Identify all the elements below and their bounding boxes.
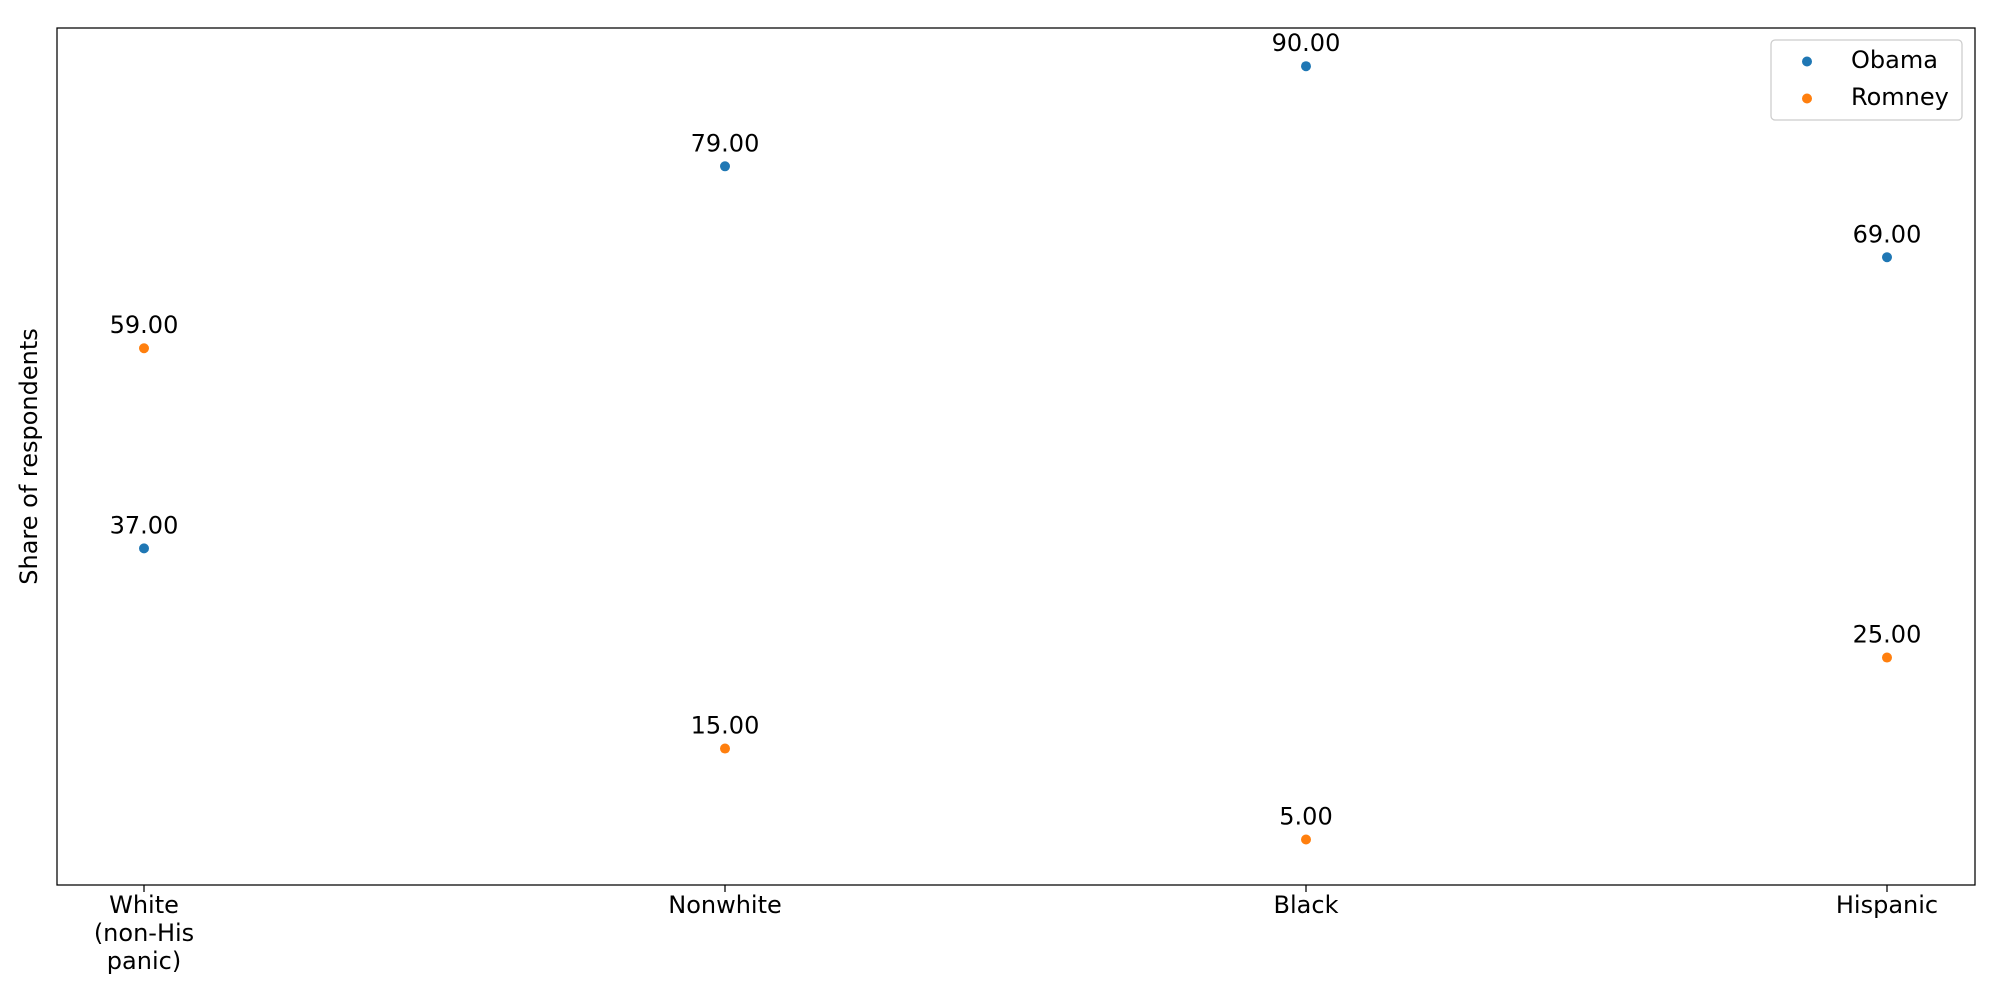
- x-tick-label: Hispanic: [1836, 891, 1938, 919]
- data-label-obama: 90.00: [1272, 29, 1341, 57]
- data-point-romney: [720, 743, 730, 754]
- legend-box: [1770, 39, 1963, 121]
- x-axis-ticks: White (non-His panic) Nonwhite Black Hispanic: [94, 885, 1938, 975]
- data-label-romney: 15.00: [691, 712, 760, 740]
- data-point-obama: [720, 161, 730, 172]
- data-label-obama: 79.00: [691, 129, 760, 157]
- data-label-romney: 5.00: [1279, 803, 1332, 831]
- data-point-romney: [139, 343, 149, 354]
- data-label-romney: 25.00: [1853, 621, 1922, 649]
- data-label-obama: 37.00: [110, 511, 179, 539]
- legend-label-obama: Obama: [1851, 46, 1938, 74]
- data-label-obama: 69.00: [1853, 220, 1922, 248]
- data-point-obama: [139, 543, 149, 554]
- y-axis-label: Share of respondents: [15, 328, 43, 585]
- plot-area-frame: [56, 27, 1976, 886]
- legend-label-romney: Romney: [1851, 83, 1949, 111]
- x-tick-label: Black: [1274, 891, 1339, 919]
- data-point-romney: [1882, 652, 1892, 663]
- x-tick-label: White (non-His panic): [94, 891, 194, 975]
- legend: Obama Romney: [1770, 39, 1963, 121]
- data-points: [139, 61, 1892, 845]
- data-labels: 37.00 79.00 90.00 69.00 59.00 15.00 5.00 25.00: [110, 29, 1922, 830]
- legend-marker-obama: [1802, 56, 1812, 67]
- x-tick-label: Nonwhite: [668, 891, 782, 919]
- data-point-obama: [1882, 252, 1892, 263]
- data-point-obama: [1301, 61, 1311, 72]
- data-label-romney: 59.00: [110, 311, 179, 339]
- legend-marker-romney: [1802, 93, 1812, 104]
- data-point-romney: [1301, 834, 1311, 845]
